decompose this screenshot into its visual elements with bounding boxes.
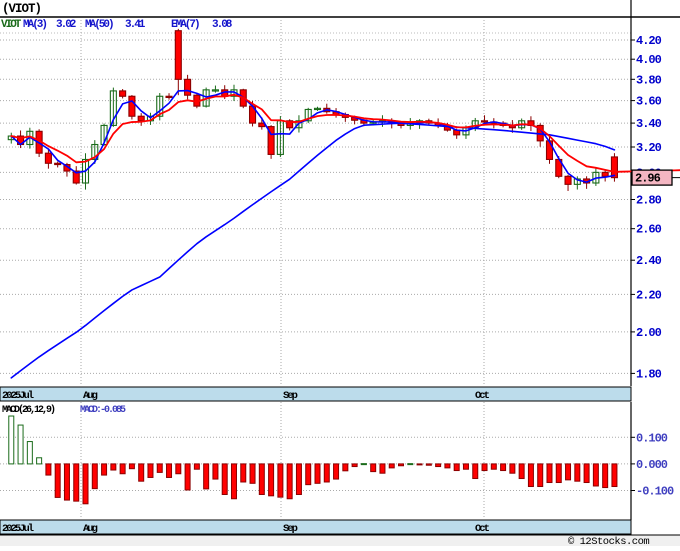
svg-text:MACD:-0.085: MACD:-0.085 — [80, 405, 126, 416]
svg-text:© 12Stocks.com: © 12Stocks.com — [568, 536, 649, 546]
svg-text:EMA(7): EMA(7) — [171, 19, 199, 31]
svg-text:3.02: 3.02 — [56, 19, 76, 31]
svg-text:-0.100: -0.100 — [636, 485, 674, 499]
svg-text:Sep: Sep — [283, 390, 298, 402]
svg-text:(VIOT): (VIOT) — [2, 2, 41, 16]
svg-text:MA(3): MA(3) — [23, 19, 46, 31]
svg-text:Aug: Aug — [83, 390, 98, 402]
svg-text:4.00: 4.00 — [636, 53, 662, 67]
svg-text:2.60: 2.60 — [636, 223, 662, 237]
svg-text:4.20: 4.20 — [636, 34, 662, 48]
svg-text:3.80: 3.80 — [636, 73, 662, 87]
svg-text:2025Jul: 2025Jul — [2, 523, 34, 535]
svg-text:Sep: Sep — [283, 523, 298, 535]
svg-text:2.00: 2.00 — [636, 326, 662, 340]
svg-text:3.08: 3.08 — [212, 19, 233, 31]
svg-text:3.60: 3.60 — [636, 95, 662, 109]
svg-text:3.20: 3.20 — [636, 141, 662, 155]
svg-text:2.96: 2.96 — [635, 172, 661, 186]
svg-text:MACD(26,12,9): MACD(26,12,9) — [2, 404, 55, 416]
svg-text:VIOT: VIOT — [1, 19, 22, 31]
svg-text:2.80: 2.80 — [636, 194, 662, 208]
svg-text:Oct: Oct — [475, 523, 490, 535]
svg-text:Aug: Aug — [83, 523, 98, 535]
svg-text:2025Jul: 2025Jul — [2, 390, 34, 402]
svg-text:0.000: 0.000 — [636, 458, 668, 472]
svg-text:0.100: 0.100 — [636, 431, 668, 445]
svg-text:MA(50): MA(50) — [85, 19, 113, 31]
svg-text:1.80: 1.80 — [636, 367, 662, 381]
svg-text:3.40: 3.40 — [636, 117, 662, 131]
svg-text:Oct: Oct — [475, 390, 490, 402]
svg-text:2.20: 2.20 — [636, 288, 662, 302]
svg-text:3.41: 3.41 — [125, 19, 146, 31]
svg-text:2.40: 2.40 — [636, 254, 662, 268]
